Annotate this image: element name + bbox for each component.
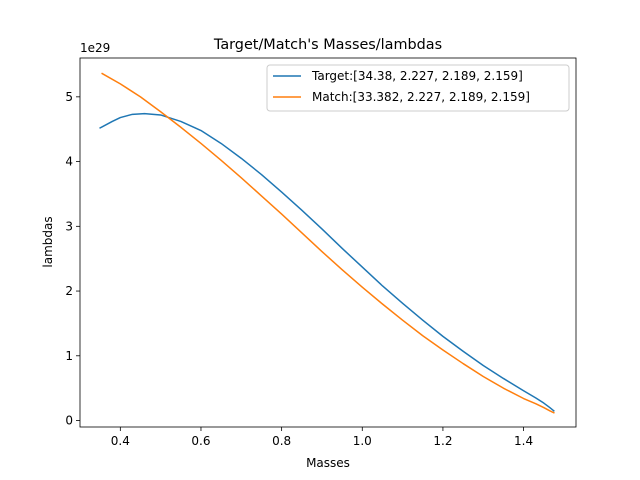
legend-label: Target:[34.38, 2.227, 2.189, 2.159] <box>311 69 523 83</box>
y-tick-label: 3 <box>65 219 73 233</box>
y-tick-label: 5 <box>65 90 73 104</box>
y-tick-label: 0 <box>65 414 73 428</box>
y-offset-label: 1e29 <box>80 41 110 55</box>
x-tick-label: 0.8 <box>272 434 291 448</box>
x-axis: 0.4 0.6 0.8 1.0 1.2 1.4 <box>111 427 533 448</box>
chart-title: Target/Match's Masses/lambdas <box>213 37 442 53</box>
y-axis-title: lambdas <box>41 216 55 267</box>
y-tick-label: 4 <box>65 155 73 169</box>
x-tick-label: 0.4 <box>111 434 130 448</box>
legend-box <box>266 64 570 112</box>
y-axis: 0 1 2 3 4 5 <box>65 90 80 428</box>
x-tick-label: 1.4 <box>514 434 533 448</box>
y-tick-label: 2 <box>65 284 73 298</box>
plot-frame <box>79 57 577 428</box>
series-line-match <box>101 72 555 414</box>
legend: Target:[34.38, 2.227, 2.189, 2.159] Match… <box>266 64 570 112</box>
x-axis-title: Masses <box>306 456 350 470</box>
x-tick-label: 1.0 <box>353 434 372 448</box>
series-line-target <box>99 112 555 412</box>
y-tick-label: 1 <box>65 349 73 363</box>
x-tick-label: 0.6 <box>191 434 210 448</box>
x-tick-label: 1.2 <box>433 434 452 448</box>
plot-area <box>99 72 555 414</box>
legend-label: Match:[33.382, 2.227, 2.189, 2.159] <box>312 90 530 104</box>
